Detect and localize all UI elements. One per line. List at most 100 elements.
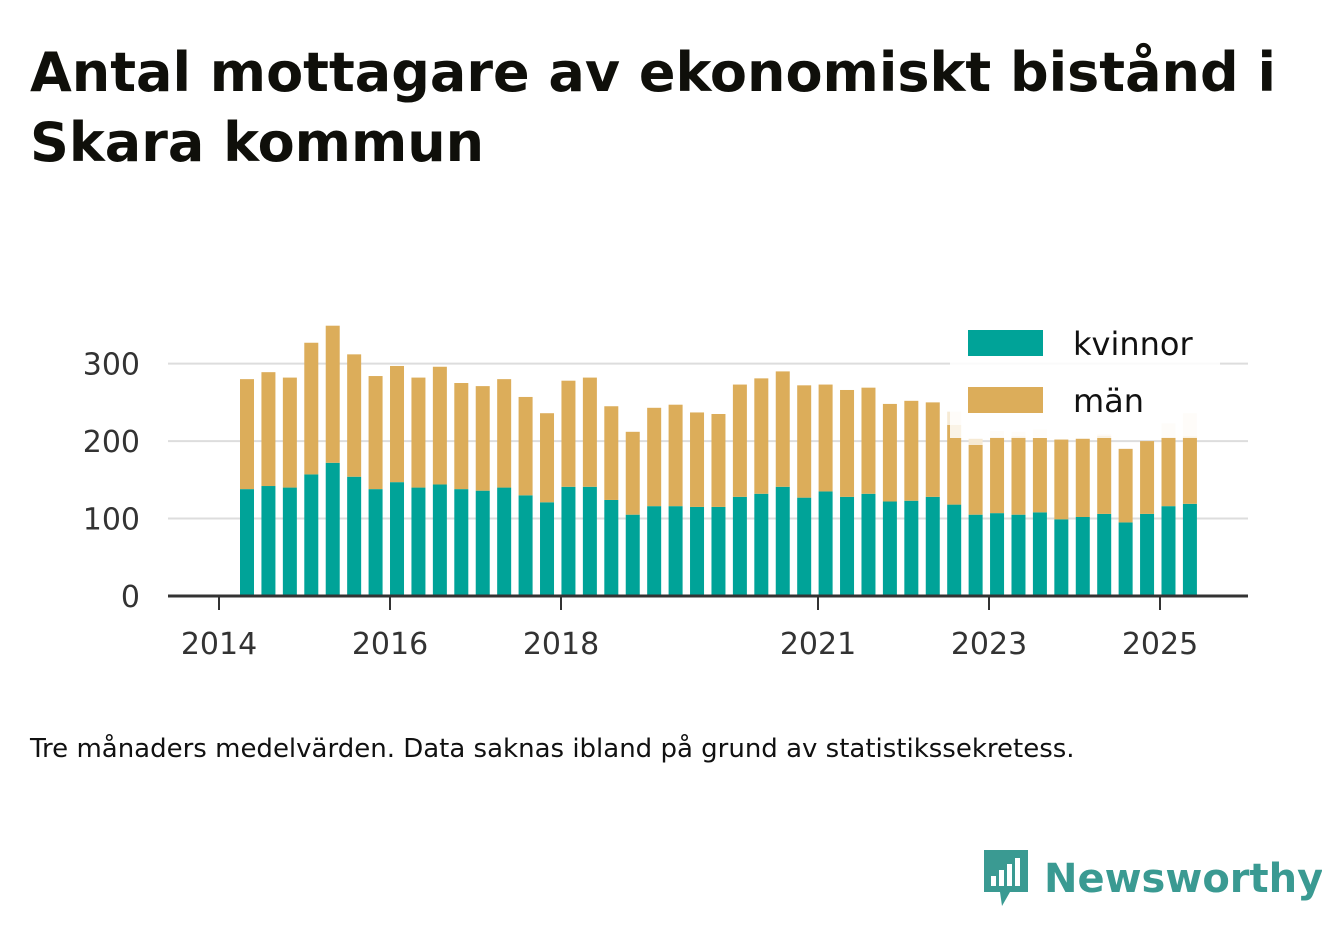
bar-man [732, 384, 747, 497]
bar-man [711, 413, 726, 507]
bar-man [882, 403, 897, 502]
bar-man [925, 402, 940, 497]
bar-kvinnor [861, 493, 876, 596]
y-tick-label: 200 [83, 425, 140, 460]
bar-kvinnor [947, 504, 962, 596]
bar-man [625, 431, 640, 515]
bar-kvinnor [1075, 517, 1090, 596]
bar-kvinnor [668, 506, 683, 596]
bar-man [432, 366, 447, 485]
bar-kvinnor [540, 502, 555, 596]
y-tick-label: 300 [83, 348, 140, 383]
bar-kvinnor [304, 474, 319, 596]
bar-man [1161, 437, 1176, 507]
bar-kvinnor [475, 490, 490, 596]
x-tick-label: 2018 [523, 627, 599, 662]
bar-kvinnor [454, 489, 469, 596]
bar-kvinnor [432, 484, 447, 596]
bar-kvinnor [711, 506, 726, 596]
bar-kvinnor [1054, 519, 1069, 596]
bar-man [347, 354, 362, 477]
bars [240, 325, 1197, 596]
x-tick-label: 2023 [951, 627, 1027, 662]
bar-kvinnor [754, 493, 769, 596]
bar-kvinnor [347, 476, 362, 596]
bar-kvinnor [390, 482, 405, 596]
bar-man [454, 383, 469, 490]
bar-kvinnor [925, 496, 940, 596]
bar-kvinnor [775, 486, 790, 596]
bar-kvinnor [840, 496, 855, 596]
legend-label-man: män [1073, 382, 1144, 420]
bar-man [775, 371, 790, 487]
bar-kvinnor [625, 514, 640, 596]
bar-man [861, 387, 876, 494]
bar-man [690, 412, 705, 507]
x-tick-label: 2021 [780, 627, 856, 662]
bar-kvinnor [797, 497, 812, 596]
axes: 0 100 200 300 2014 2016 2018 2021 2023 2025 [83, 348, 1248, 662]
bar-kvinnor [411, 487, 426, 596]
bar-kvinnor [732, 496, 747, 596]
bar-kvinnor [882, 501, 897, 596]
bar-man [754, 378, 769, 494]
chart-caption: Tre månaders medelvärden. Data saknas ib… [30, 734, 1075, 764]
bar-chart: 0 100 200 300 2014 2016 2018 2021 2023 2025 kvinn… [82, 322, 1248, 662]
bar-kvinnor [282, 487, 297, 596]
bar-kvinnor [368, 489, 383, 596]
bar-man [1032, 438, 1047, 513]
bar-kvinnor [968, 514, 983, 596]
bar-man [1140, 441, 1155, 514]
bar-kvinnor [904, 500, 919, 596]
legend-label-kvinnor: kvinnor [1073, 325, 1194, 363]
bar-kvinnor [582, 486, 597, 596]
bar-man [390, 365, 405, 483]
legend-swatch-man [968, 387, 1043, 413]
bar-kvinnor [1097, 513, 1112, 596]
bar-kvinnor [1032, 512, 1047, 596]
newsworthy-logo-icon [984, 850, 1028, 906]
bar-man [1182, 436, 1197, 504]
y-tick-label: 100 [83, 503, 140, 538]
bar-kvinnor [561, 486, 576, 596]
legend-swatch-kvinnor [968, 330, 1043, 356]
bar-man [990, 437, 1005, 514]
bar-kvinnor [1011, 514, 1026, 596]
bar-man [1075, 438, 1090, 518]
bar-kvinnor [990, 513, 1005, 596]
x-tick-label: 2016 [352, 627, 428, 662]
bar-kvinnor [818, 491, 833, 596]
bar-man [582, 377, 597, 487]
bar-kvinnor [1182, 503, 1197, 596]
bar-man [604, 406, 619, 500]
legend: kvinnor män [950, 322, 1220, 438]
bar-man [411, 377, 426, 488]
brand-name: Newsworthy [1044, 856, 1322, 902]
bar-kvinnor [497, 487, 512, 596]
bar-man [947, 424, 962, 505]
bar-man [304, 342, 319, 475]
x-tick-label: 2014 [181, 627, 257, 662]
bar-man [818, 384, 833, 492]
bar-kvinnor [325, 462, 340, 596]
x-tick-label: 2025 [1122, 627, 1198, 662]
bar-man [261, 372, 276, 487]
bar-man [797, 385, 812, 498]
bar-man [904, 400, 919, 501]
bar-man [497, 379, 512, 488]
bar-kvinnor [604, 499, 619, 596]
bar-man [282, 377, 297, 488]
bar-kvinnor [1161, 506, 1176, 596]
bar-kvinnor [518, 495, 533, 596]
bar-man [1054, 439, 1069, 520]
bar-man [1097, 435, 1112, 514]
bar-man [840, 389, 855, 497]
bar-kvinnor [690, 506, 705, 596]
y-tick-label: 0 [121, 580, 140, 615]
bar-man-faded [968, 438, 983, 445]
bar-kvinnor [240, 489, 254, 596]
bar-kvinnor [647, 506, 662, 596]
bar-man [668, 404, 683, 507]
bar-man [1011, 436, 1026, 515]
bar-man [540, 413, 555, 503]
